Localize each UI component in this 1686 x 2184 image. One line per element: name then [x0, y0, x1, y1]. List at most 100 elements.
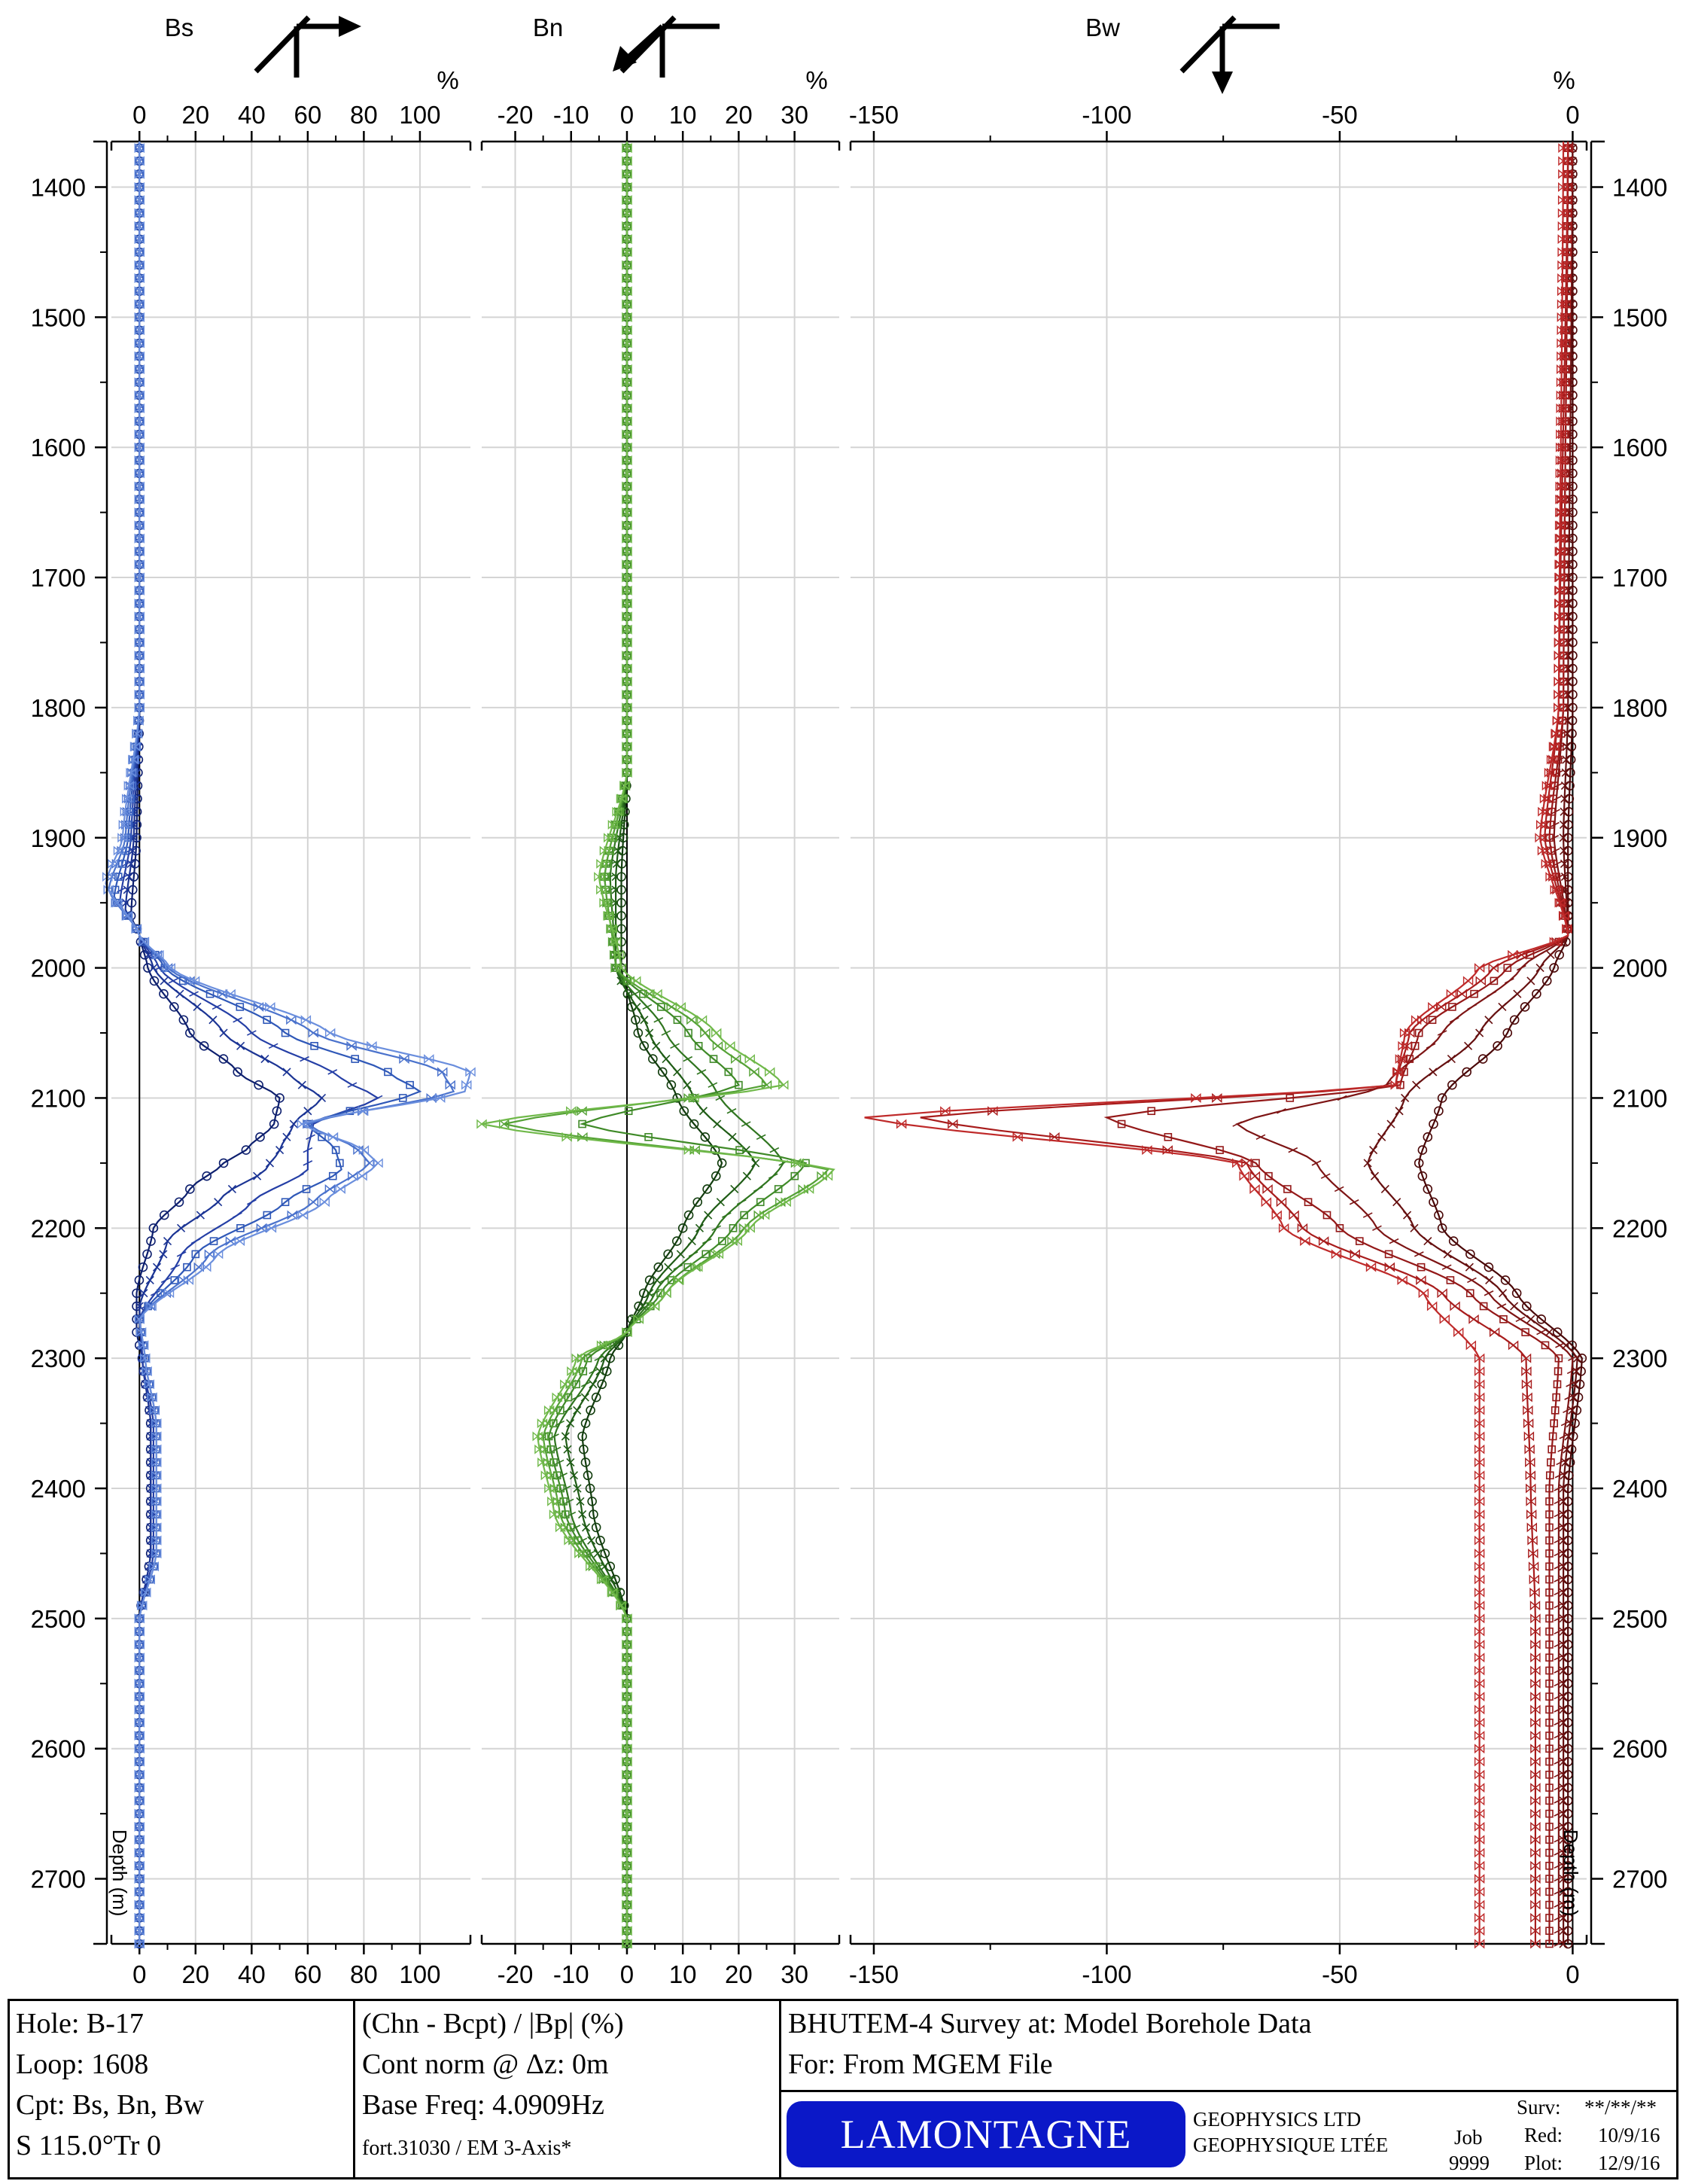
data-point-ch4 [1545, 1718, 1554, 1727]
data-point-ch2 [742, 1171, 751, 1180]
data-point-ch1 [663, 1249, 673, 1260]
data-point-ch2 [1412, 1080, 1421, 1089]
data-point-ch5 [1548, 754, 1559, 765]
data-point-ch3 [1554, 1902, 1564, 1908]
data-point-ch6 [1557, 325, 1567, 336]
data-point-ch4 [1545, 1601, 1554, 1610]
y-tick-label: 1400 [31, 173, 86, 201]
data-point-ch6 [134, 247, 145, 257]
normalization-column: (Chn - Bcpt) / |Bp| (%) Cont norm @ Δz: … [353, 2001, 781, 2177]
data-point-ch6 [134, 1652, 145, 1663]
data-point-ch3 [1554, 1655, 1564, 1661]
data-point-ch6 [132, 728, 142, 739]
data-point-ch6 [1474, 1939, 1485, 1949]
data-point-ch2 [1565, 508, 1574, 517]
data-point-ch2 [676, 1250, 685, 1259]
data-point-ch5 [1212, 1092, 1222, 1103]
data-point-ch3 [294, 1173, 304, 1179]
data-point-ch6 [266, 1223, 277, 1233]
data-point-ch4 [1545, 1900, 1554, 1909]
data-point-ch2 [1559, 1549, 1568, 1558]
data-point-ch5 [1530, 1730, 1541, 1741]
data-point-ch4 [1545, 1705, 1554, 1714]
data-point-ch6 [1397, 1275, 1408, 1285]
data-point-ch5 [1450, 1301, 1460, 1311]
data-point-ch6 [373, 1158, 383, 1168]
data-point-ch5 [1552, 885, 1563, 895]
series-line-ch6 [864, 141, 1569, 1944]
panel-title: Bn [533, 14, 563, 41]
data-point-ch3 [708, 1082, 718, 1088]
continuation-label: Cont norm @ Δz: 0m [362, 2048, 609, 2080]
data-point-ch2 [1565, 521, 1574, 530]
data-point-ch6 [102, 872, 113, 882]
data-point-ch2 [1560, 873, 1569, 882]
data-point-ch4 [1490, 976, 1499, 985]
data-point-ch6 [1474, 1353, 1485, 1363]
data-point-ch6 [151, 1496, 162, 1506]
data-point-ch4 [718, 1237, 726, 1245]
data-point-ch5 [1530, 1626, 1541, 1637]
data-point-ch6 [149, 1405, 160, 1415]
data-point-ch6 [138, 1340, 149, 1351]
data-point-ch6 [1474, 1912, 1485, 1923]
data-point-ch2 [698, 1107, 708, 1116]
data-point-ch6 [1541, 858, 1552, 869]
reduced-date-value: 10/9/16 [1598, 2124, 1660, 2146]
data-point-ch4 [1554, 1354, 1563, 1363]
data-point-ch2 [1568, 1406, 1577, 1415]
data-point-ch3 [1555, 1342, 1565, 1348]
data-point-ch6 [1453, 1327, 1464, 1338]
data-point-ch5 [1530, 1692, 1541, 1702]
data-point-ch2 [1564, 651, 1573, 660]
data-point-ch3 [1554, 1641, 1564, 1648]
data-point-ch6 [1474, 1756, 1485, 1767]
data-point-ch5 [364, 1158, 375, 1168]
data-point-ch2 [1564, 599, 1573, 608]
y-tick-label: 1600 [31, 434, 86, 461]
data-point-ch6 [610, 937, 622, 947]
data-point-ch2 [1559, 1861, 1568, 1870]
orientation-label: S 115.0°Tr 0 [16, 2130, 161, 2161]
base-frequency-label: Base Freq: 4.0909Hz [362, 2089, 604, 2121]
data-point-ch3 [327, 1069, 338, 1075]
data-point-ch6 [622, 455, 632, 465]
data-point-ch2 [573, 1484, 582, 1493]
data-point-ch1 [1434, 1106, 1444, 1116]
data-point-ch1 [1502, 1028, 1513, 1038]
data-point-ch6 [134, 624, 145, 635]
data-point-ch3 [1349, 1199, 1359, 1205]
data-point-ch4 [1446, 1276, 1455, 1284]
data-point-ch4 [656, 1289, 665, 1298]
data-point-ch2 [1526, 1314, 1535, 1323]
data-point-ch6 [622, 1692, 632, 1702]
data-point-ch6 [1549, 937, 1560, 947]
data-point-ch6 [1426, 1301, 1438, 1311]
data-point-ch3 [1554, 1732, 1564, 1739]
y-tick-label: 2000 [1612, 955, 1667, 982]
data-point-ch2 [1559, 1627, 1568, 1636]
data-point-ch4 [774, 1185, 783, 1193]
series-line-ch3 [1235, 142, 1574, 1944]
data-point-ch6 [123, 910, 133, 921]
data-point-ch6 [134, 611, 145, 622]
data-point-ch4 [236, 1224, 245, 1232]
data-point-ch4 [1545, 1588, 1554, 1597]
x-tick-label: -20 [498, 1960, 534, 1988]
data-point-ch3 [551, 1446, 561, 1452]
data-point-ch5 [1276, 1197, 1287, 1208]
data-point-ch3 [1554, 1784, 1564, 1791]
data-point-ch6 [134, 1665, 145, 1676]
data-point-ch6 [1474, 1483, 1485, 1494]
data-point-ch4 [209, 1237, 218, 1245]
data-point-ch5 [1297, 1223, 1308, 1233]
data-point-ch3 [721, 1212, 732, 1218]
data-point-ch2 [1559, 1731, 1568, 1741]
job-number: 9999 [1449, 2152, 1490, 2174]
data-point-ch4 [1545, 1627, 1554, 1636]
data-point-ch4 [331, 1146, 340, 1154]
data-point-ch5 [1530, 1926, 1541, 1936]
data-point-ch6 [1474, 1392, 1485, 1403]
panel-bw: -150 -100 -50 0 -150 -100 -50 0% Bw [849, 14, 1588, 1988]
data-point-ch2 [265, 1159, 275, 1168]
